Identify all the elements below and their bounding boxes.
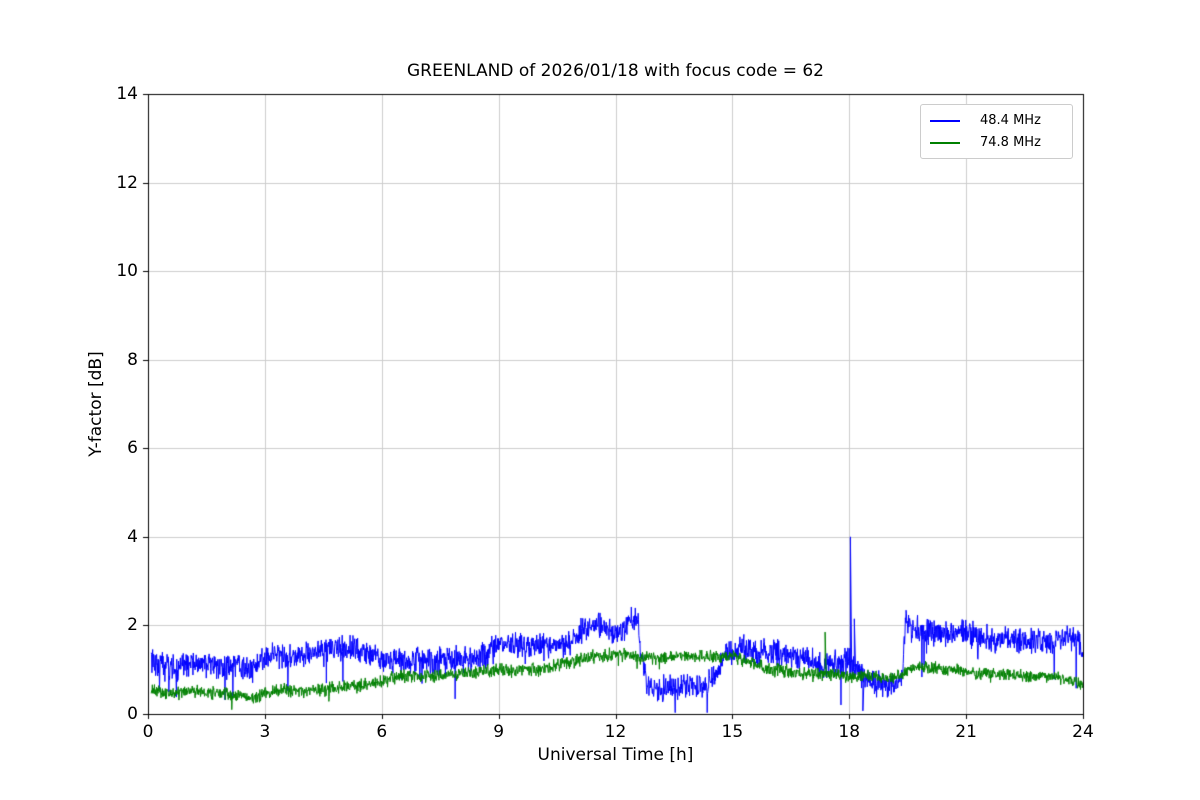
x-axis-label: Universal Time [h] bbox=[537, 745, 694, 765]
legend-line-48mhz-icon bbox=[930, 119, 960, 122]
x-tick-label: 9 bbox=[493, 722, 505, 742]
x-tick-label: 24 bbox=[1072, 722, 1094, 742]
y-tick-label: 0 bbox=[127, 704, 138, 724]
y-tick-label: 14 bbox=[116, 84, 138, 104]
x-tick-label: 18 bbox=[838, 722, 861, 742]
x-tick-label: 6 bbox=[376, 722, 388, 742]
y-tick-label: 2 bbox=[127, 615, 138, 636]
x-tick-label: 15 bbox=[721, 722, 744, 742]
chart-title: GREENLAND of 2026/01/18 with focus code … bbox=[407, 61, 824, 81]
legend-label-48mhz: 48.4 MHz bbox=[980, 113, 1041, 128]
x-tick-label: 3 bbox=[259, 722, 271, 742]
y-tick-label: 12 bbox=[116, 172, 138, 193]
y-tick-label: 4 bbox=[127, 526, 138, 547]
x-tick-label: 12 bbox=[604, 722, 627, 742]
y-tick-label: 8 bbox=[127, 349, 138, 370]
x-tick-label: 21 bbox=[955, 722, 977, 742]
legend: 48.4 MHz 74.8 MHz bbox=[920, 104, 1073, 159]
y-tick-label: 6 bbox=[127, 438, 138, 459]
x-tick-label: 0 bbox=[142, 722, 154, 742]
y-tick-label: 10 bbox=[116, 261, 138, 282]
legend-line-74mhz-icon bbox=[930, 141, 960, 144]
legend-label-74mhz: 74.8 MHz bbox=[980, 135, 1041, 150]
legend-entry-74mhz: 74.8 MHz bbox=[930, 134, 1062, 151]
legend-entry-48mhz: 48.4 MHz bbox=[930, 112, 1062, 129]
